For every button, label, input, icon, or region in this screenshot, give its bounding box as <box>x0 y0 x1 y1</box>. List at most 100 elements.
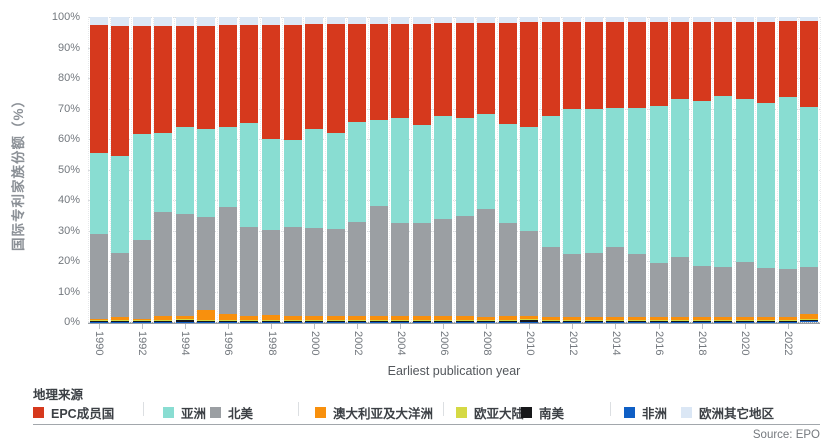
stacked-bar-1992[interactable] <box>132 17 151 322</box>
bar-segment[interactable] <box>154 25 173 133</box>
bar-segment[interactable] <box>692 320 711 322</box>
bar-segment[interactable] <box>455 23 474 119</box>
bar-segment[interactable] <box>348 320 367 322</box>
bar-segment[interactable] <box>175 214 194 316</box>
bar-segment[interactable] <box>584 321 603 322</box>
bar-segment[interactable] <box>671 99 690 257</box>
bar-segment[interactable] <box>218 207 237 314</box>
bar-segment[interactable] <box>218 321 237 322</box>
bar-segment[interactable] <box>412 321 431 322</box>
bar-segment[interactable] <box>111 26 130 156</box>
bar-segment[interactable] <box>671 320 690 322</box>
bar-segment[interactable] <box>714 95 733 267</box>
bar-segment[interactable] <box>606 21 625 108</box>
bar-segment[interactable] <box>563 109 582 255</box>
bar-segment[interactable] <box>735 262 754 318</box>
bar-segment[interactable] <box>305 321 324 322</box>
bar-segment[interactable] <box>305 316 324 320</box>
bar-segment[interactable] <box>520 231 539 316</box>
bar-segment[interactable] <box>800 21 819 107</box>
bar-segment[interactable] <box>520 319 539 322</box>
bar-segment[interactable] <box>348 122 367 223</box>
stacked-bar-2001[interactable] <box>326 17 345 322</box>
bar-segment[interactable] <box>498 223 517 317</box>
bar-segment[interactable] <box>757 321 776 322</box>
stacked-bar-2016[interactable] <box>649 17 668 322</box>
bar-segment[interactable] <box>89 17 108 25</box>
bar-segment[interactable] <box>262 24 280 140</box>
bar-segment[interactable] <box>154 212 173 316</box>
bar-segment[interactable] <box>649 317 668 321</box>
bar-segment[interactable] <box>132 17 151 27</box>
bar-segment[interactable] <box>89 24 108 154</box>
bar-segment[interactable] <box>197 17 216 26</box>
legend-item-3[interactable]: 北美 <box>210 403 253 422</box>
bar-segment[interactable] <box>692 100 711 266</box>
bar-segment[interactable] <box>455 320 474 322</box>
bar-segment[interactable] <box>434 23 453 117</box>
bar-segment[interactable] <box>714 321 733 322</box>
bar-segment[interactable] <box>305 17 324 25</box>
bar-segment[interactable] <box>498 124 517 224</box>
stacked-bar-2012[interactable] <box>563 17 582 322</box>
bar-segment[interactable] <box>326 24 345 134</box>
stacked-bar-2017[interactable] <box>671 17 690 322</box>
bar-segment[interactable] <box>714 266 733 318</box>
bar-segment[interactable] <box>283 227 302 316</box>
legend-item-5[interactable]: 欧亚大陆 <box>456 403 524 422</box>
bar-segment[interactable] <box>369 206 388 317</box>
bar-segment[interactable] <box>434 17 453 24</box>
stacked-bar-2000[interactable] <box>305 17 324 322</box>
bar-segment[interactable] <box>606 246 625 318</box>
bar-segment[interactable] <box>541 17 560 23</box>
bar-segment[interactable] <box>326 321 345 322</box>
bar-segment[interactable] <box>369 120 388 207</box>
bar-segment[interactable] <box>563 321 582 322</box>
bar-segment[interactable] <box>477 17 496 24</box>
bar-segment[interactable] <box>541 22 560 117</box>
stacked-bar-1994[interactable] <box>175 17 194 322</box>
bar-segment[interactable] <box>584 21 603 110</box>
bar-segment[interactable] <box>132 26 151 135</box>
bar-segment[interactable] <box>154 319 173 322</box>
bar-segment[interactable] <box>132 320 151 322</box>
bar-segment[interactable] <box>240 320 259 322</box>
bar-segment[interactable] <box>218 17 237 25</box>
bar-segment[interactable] <box>197 25 216 130</box>
bar-segment[interactable] <box>778 17 797 22</box>
stacked-bar-2022[interactable] <box>778 17 797 322</box>
legend-item-1[interactable]: EPC成员国 <box>33 403 114 422</box>
bar-segment[interactable] <box>671 317 690 321</box>
bar-segment[interactable] <box>111 321 130 322</box>
bar-segment[interactable] <box>714 21 733 96</box>
bar-segment[interactable] <box>498 320 517 322</box>
bar-segment[interactable] <box>778 97 797 270</box>
bar-segment[interactable] <box>455 215 474 317</box>
bar-segment[interactable] <box>154 321 173 322</box>
bar-segment[interactable] <box>412 223 431 317</box>
bar-segment[interactable] <box>412 320 431 322</box>
bar-segment[interactable] <box>305 24 324 130</box>
stacked-bar-2005[interactable] <box>412 17 431 322</box>
stacked-bar-2006[interactable] <box>434 17 453 322</box>
bar-segment[interactable] <box>563 22 582 110</box>
stacked-bar-2011[interactable] <box>541 17 560 322</box>
bar-segment[interactable] <box>498 321 517 322</box>
bar-segment[interactable] <box>628 317 646 321</box>
stacked-bar-2010[interactable] <box>520 17 539 322</box>
bar-segment[interactable] <box>477 209 496 317</box>
bar-segment[interactable] <box>412 17 431 24</box>
bar-segment[interactable] <box>197 129 216 217</box>
bar-segment[interactable] <box>455 118 474 216</box>
bar-segment[interactable] <box>348 24 367 123</box>
bar-segment[interactable] <box>89 319 108 321</box>
bar-segment[interactable] <box>800 318 819 321</box>
bar-segment[interactable] <box>520 17 539 23</box>
bar-segment[interactable] <box>584 109 603 254</box>
stacked-bar-1999[interactable] <box>283 17 302 322</box>
bar-segment[interactable] <box>175 319 194 321</box>
legend-item-7[interactable]: 非洲 <box>624 403 667 422</box>
bar-segment[interactable] <box>262 139 280 230</box>
stacked-bar-2014[interactable] <box>606 17 625 322</box>
bar-segment[interactable] <box>369 17 388 24</box>
